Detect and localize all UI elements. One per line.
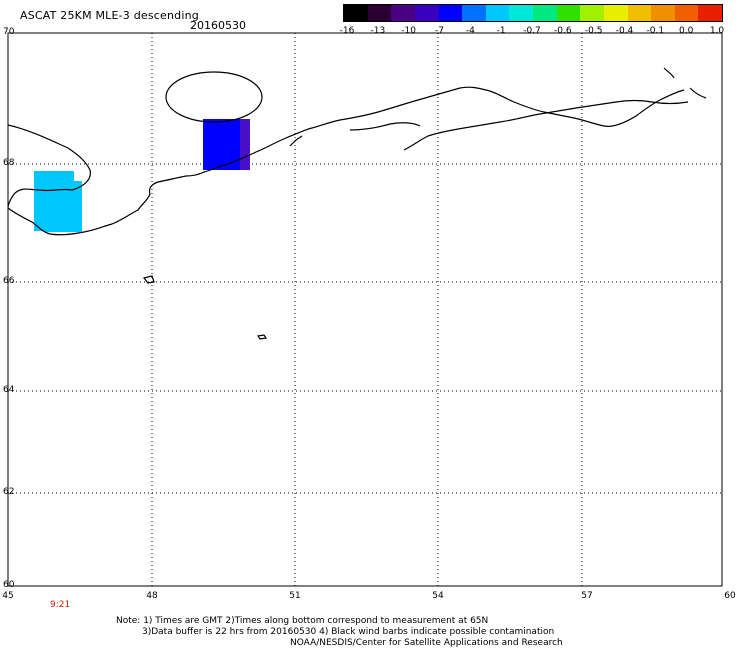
color-scale-swatch [367,5,392,21]
map-title: ASCAT 25KM MLE-3 descending [20,9,199,22]
color-scale-swatch [344,5,368,21]
color-scale-label: -0.5 [584,26,603,36]
lat-label-64: 64 [3,385,15,395]
lat-label-62: 62 [3,487,15,497]
coastline [7,67,707,340]
color-scale-label: -4 [465,26,475,36]
graticule [8,33,722,586]
lat-label-68: 68 [3,158,15,168]
lon-label-48: 48 [146,591,158,601]
footer-note-line1: Note: 1) Times are GMT 2)Times along bot… [116,616,489,626]
color-scale-swatch [391,5,415,21]
color-scale-swatch [674,5,699,21]
color-scale-swatch [438,5,463,21]
color-scale-swatch [651,5,675,21]
color-scale-label: -1 [496,26,506,36]
color-scale-swatch [556,5,581,21]
color-scale-swatch [627,5,652,21]
lon-label-54: 54 [432,591,444,601]
map-frame [7,32,723,587]
lon-label-51: 51 [289,591,301,601]
color-scale-swatch [533,5,557,21]
lat-label-66: 66 [3,276,15,286]
map-date: 20160530 [190,19,246,32]
lat-label-70: 70 [3,27,15,37]
color-scale-label: -16 [339,26,355,36]
footer-note-line2: 3)Data buffer is 22 hrs from 20160530 4)… [142,627,555,637]
lon-label-45: 45 [2,591,14,601]
color-scale-swatch [414,5,439,21]
color-scale-label: -13 [370,26,386,36]
color-scale-swatch [509,5,533,21]
color-scale-swatch [603,5,628,21]
color-scale-label: -7 [435,26,444,36]
color-scale-swatch [698,5,722,21]
color-scale-swatch [580,5,604,21]
wind-swath-east [203,119,250,170]
color-scale-label: 1.0 [709,26,725,36]
color-scale-label: -0.6 [554,26,572,36]
color-scale-swatch [485,5,510,21]
color-scale-label: -0.7 [523,26,541,36]
color-scale-bar [343,4,723,22]
color-scale-label: 0.0 [678,26,694,36]
color-scale-swatch [462,5,486,21]
color-scale-label: -10 [401,26,417,36]
lon-label-57: 57 [581,591,593,601]
lon-label-60: 60 [724,591,736,601]
wind-swath-west [34,171,82,232]
footer-credit: NOAA/NESDIS/Center for Satellite Applica… [290,638,563,648]
color-scale-label: -0.1 [646,26,665,36]
color-scale-label: -0.4 [615,26,634,36]
swath-time-label: 9:21 [50,600,71,610]
lat-label-60: 60 [3,580,15,590]
